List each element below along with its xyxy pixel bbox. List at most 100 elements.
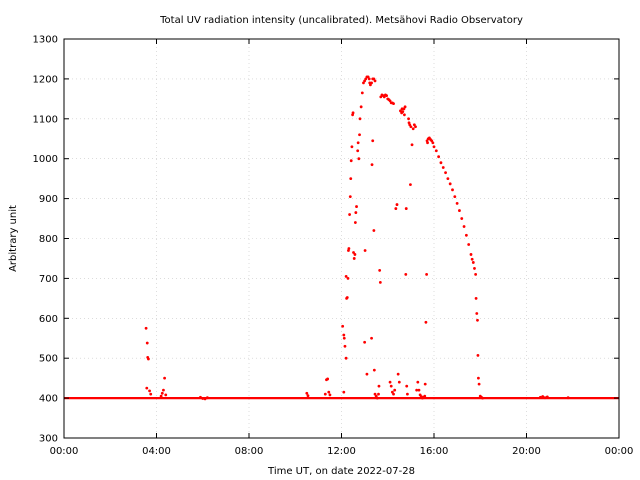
data-point (423, 382, 427, 386)
y-tick-label: 300 (39, 434, 58, 445)
data-point (349, 159, 353, 163)
data-point (370, 336, 373, 340)
data-point (476, 318, 479, 322)
data-point (423, 394, 427, 398)
data-point (351, 111, 355, 115)
data-point (471, 261, 475, 264)
x-axis-ticks: 00:00 04:00 08:00 12:00 16:00 20:00 00:00 (50, 39, 634, 457)
data-point (346, 277, 350, 280)
data-point (342, 390, 346, 394)
data-point (397, 380, 401, 384)
y-tick-label: 1000 (33, 154, 58, 165)
data-point (348, 213, 351, 216)
data-point (444, 171, 447, 175)
data-point (326, 377, 330, 381)
data-point (160, 391, 164, 395)
data-point (350, 145, 354, 149)
data-point (163, 376, 166, 380)
x-tick-label: 00:00 (605, 446, 634, 457)
x-tick-label: 20:00 (512, 446, 541, 457)
data-point (354, 211, 358, 214)
data-point (417, 388, 421, 392)
data-point (462, 225, 466, 228)
data-point (356, 149, 360, 153)
y-tick-label: 1100 (33, 114, 58, 125)
data-point (476, 354, 480, 357)
data-point (477, 382, 481, 386)
data-point (344, 356, 348, 360)
y-tick-label: 500 (39, 354, 58, 365)
x-tick-label: 04:00 (142, 446, 171, 457)
data-point (403, 105, 407, 109)
data-point (144, 326, 148, 330)
grid-lines (64, 39, 619, 438)
y-tick-label: 900 (39, 194, 58, 205)
data-point (409, 183, 412, 187)
data-point (378, 280, 382, 284)
data-point (470, 257, 474, 261)
data-point (404, 273, 408, 276)
data-point (371, 139, 375, 143)
data-point (389, 384, 393, 388)
data-point (352, 251, 355, 254)
data-point (464, 233, 468, 237)
data-point (407, 117, 410, 121)
data-point (392, 102, 395, 106)
data-point (360, 91, 364, 95)
data-point (392, 392, 395, 396)
data-point (306, 394, 310, 398)
data-point (358, 117, 362, 121)
data-point (377, 384, 381, 388)
data-point (372, 368, 376, 372)
data-point (545, 395, 549, 399)
y-tick-label: 1300 (33, 35, 58, 46)
y-tick-label: 1200 (33, 74, 58, 85)
data-point (474, 273, 478, 276)
data-point (426, 141, 429, 145)
data-point (345, 296, 349, 299)
data-point (474, 296, 478, 300)
data-point (365, 372, 369, 376)
data-point (475, 312, 479, 315)
data-point (164, 393, 168, 397)
data-point (372, 229, 376, 232)
y-tick-label: 400 (39, 394, 58, 405)
data-point (355, 205, 358, 208)
data-point (469, 253, 473, 256)
data-point (377, 392, 380, 396)
x-axis-label: Time UT, on date 2022-07-28 (267, 466, 415, 477)
data-point (347, 247, 351, 250)
data-point (148, 389, 151, 393)
data-point (367, 77, 371, 81)
data-point (425, 273, 428, 276)
data-point (434, 149, 438, 153)
data-point (455, 201, 459, 205)
data-point (201, 397, 205, 400)
data-point (344, 275, 348, 278)
data-point (409, 125, 413, 129)
data-points (144, 75, 570, 401)
y-tick-label: 800 (39, 234, 58, 245)
data-point (437, 155, 441, 159)
data-point (363, 340, 367, 344)
data-point (363, 249, 367, 252)
data-point (359, 105, 363, 109)
data-point (203, 397, 207, 401)
data-point (323, 392, 327, 396)
plot-frame (63, 38, 620, 439)
data-point (473, 267, 476, 270)
data-point (543, 396, 547, 400)
data-point (375, 396, 379, 400)
data-point (403, 113, 406, 117)
data-point (388, 380, 392, 384)
data-point (404, 207, 408, 210)
x-tick-label: 12:00 (327, 446, 356, 457)
x-tick-label: 08:00 (235, 446, 264, 457)
data-point (341, 324, 345, 328)
data-point (458, 209, 461, 212)
data-point (370, 163, 374, 167)
data-point (348, 195, 352, 199)
data-point (441, 166, 445, 169)
data-point (396, 372, 400, 376)
data-point (566, 396, 570, 400)
